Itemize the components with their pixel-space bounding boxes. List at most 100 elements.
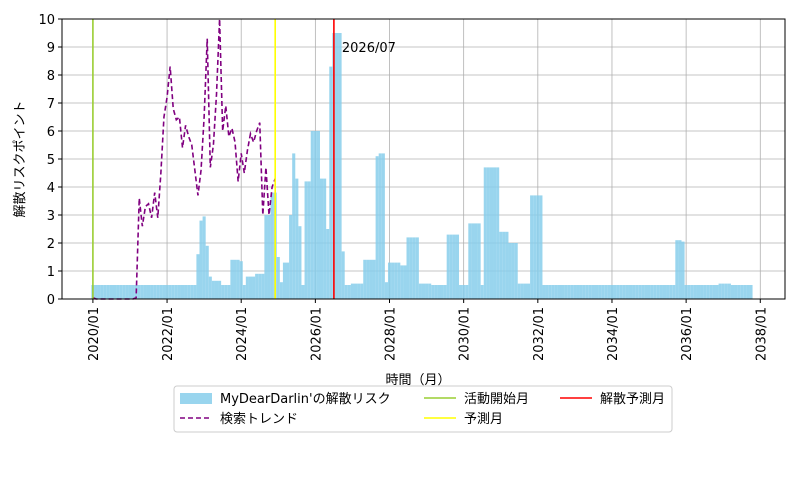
bar [335, 33, 339, 299]
bar [641, 285, 645, 299]
bar [230, 259, 234, 299]
bar [137, 285, 141, 299]
bar [591, 285, 595, 299]
bar [193, 285, 197, 299]
bar [196, 254, 200, 299]
bar [455, 234, 460, 299]
bar [610, 285, 614, 299]
bar [100, 285, 104, 299]
bar [523, 283, 528, 299]
bar [539, 195, 543, 299]
bar [582, 285, 586, 299]
bar [276, 257, 280, 299]
bar [616, 285, 620, 299]
y-tick-label: 1 [47, 265, 55, 280]
bar [678, 240, 682, 299]
legend-label: 解散予測月 [600, 392, 665, 407]
bar [174, 285, 178, 299]
bar [252, 276, 256, 299]
bar [452, 234, 456, 299]
bar [162, 285, 166, 299]
bar [638, 285, 642, 299]
bar [400, 265, 404, 299]
bar [724, 283, 728, 299]
bar [279, 282, 283, 299]
x-tick-label: 2022/01 [161, 307, 176, 361]
bar [607, 285, 611, 299]
bar [666, 285, 670, 299]
bar [282, 262, 287, 299]
bar [530, 195, 534, 299]
bar [446, 234, 450, 299]
bar [462, 285, 466, 299]
bar [715, 285, 719, 299]
bar [468, 223, 472, 299]
bar [347, 285, 351, 299]
bar [740, 285, 744, 299]
bar [499, 231, 503, 299]
bar [619, 285, 623, 299]
bar [103, 285, 107, 299]
bar [681, 241, 685, 299]
bar [384, 282, 388, 299]
bar [227, 285, 231, 299]
legend-label: 活動開始月 [464, 392, 529, 407]
y-tick-label: 9 [47, 41, 55, 56]
bar [372, 259, 376, 299]
bar [653, 285, 657, 299]
bar [625, 285, 629, 299]
bar [514, 243, 518, 299]
bar [128, 285, 132, 299]
bar [471, 223, 475, 299]
x-tick-label: 2032/01 [532, 307, 547, 361]
bar [270, 192, 274, 299]
y-tick-label: 3 [47, 209, 55, 224]
bar [533, 195, 537, 299]
bar [459, 285, 463, 299]
bar [295, 178, 299, 299]
bar [319, 178, 324, 299]
bar [465, 285, 469, 299]
bar [180, 285, 185, 299]
bar [440, 285, 444, 299]
bar [542, 285, 546, 299]
bar [659, 285, 663, 299]
bar [675, 240, 679, 299]
bar [434, 285, 438, 299]
bar [743, 285, 747, 299]
bar [202, 216, 206, 299]
bar [511, 243, 515, 299]
bar [310, 131, 314, 299]
trend-line [92, 18, 276, 300]
bar [289, 215, 293, 299]
bar [650, 285, 654, 299]
bar [721, 283, 725, 299]
bar [267, 215, 271, 299]
bar [245, 276, 249, 299]
bar [508, 243, 512, 299]
bar [307, 181, 311, 299]
bar [613, 285, 617, 299]
bar [527, 283, 531, 299]
bar [749, 285, 753, 299]
bar [165, 285, 169, 299]
bar [696, 285, 701, 299]
bar [594, 285, 599, 299]
bar [662, 285, 667, 299]
bar [153, 285, 157, 299]
legend-box [173, 385, 673, 433]
bar [687, 285, 691, 299]
bar [363, 259, 367, 299]
bar [357, 283, 361, 299]
bar [601, 285, 605, 299]
bar [598, 285, 602, 299]
legend-label: MyDearDarlin'の解散リスク [220, 392, 391, 407]
bar [292, 153, 296, 299]
bar [199, 220, 203, 299]
bar [258, 273, 262, 299]
y-tick-label: 2 [47, 237, 55, 252]
bar [604, 285, 608, 299]
y-tick-label: 8 [47, 69, 55, 84]
bar [564, 285, 568, 299]
